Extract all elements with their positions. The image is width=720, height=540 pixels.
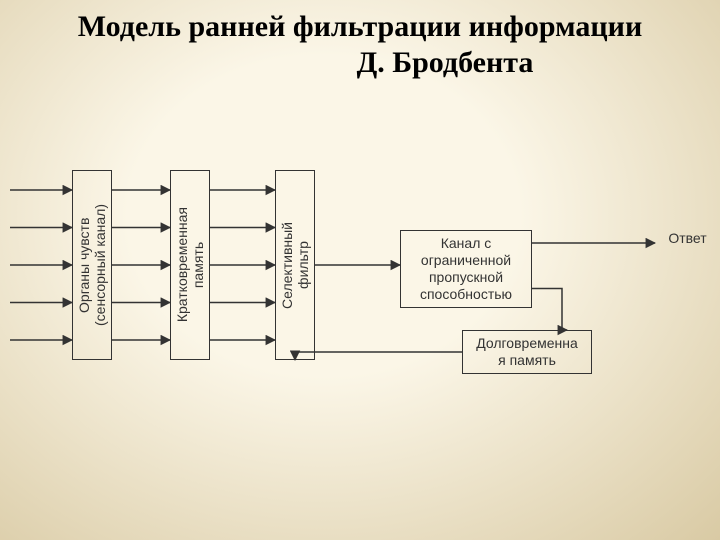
- node-filter-label: Селективный фильтр: [279, 222, 311, 309]
- diagram-canvas: Модель ранней фильтрации информации Д. Б…: [0, 0, 720, 540]
- node-short-term-memory: Кратковременная память: [170, 170, 210, 360]
- title-line-1: Модель ранней фильтрации информации: [0, 10, 720, 44]
- node-ltm-label: Долговременна я память: [476, 335, 578, 369]
- node-senses: Органы чувств (сенсорный канал): [72, 170, 112, 360]
- node-senses-label: Органы чувств (сенсорный канал): [76, 204, 108, 326]
- node-long-term-memory: Долговременна я память: [462, 330, 592, 374]
- node-stm-label: Кратковременная память: [174, 207, 206, 322]
- node-selective-filter: Селективный фильтр: [275, 170, 315, 360]
- node-channel-label: Канал с ограниченной пропускной способно…: [420, 235, 512, 302]
- title-line-2: Д. Бродбента: [0, 46, 720, 80]
- node-limited-channel: Канал с ограниченной пропускной способно…: [400, 230, 532, 308]
- node-response-label: Ответ: [660, 230, 715, 250]
